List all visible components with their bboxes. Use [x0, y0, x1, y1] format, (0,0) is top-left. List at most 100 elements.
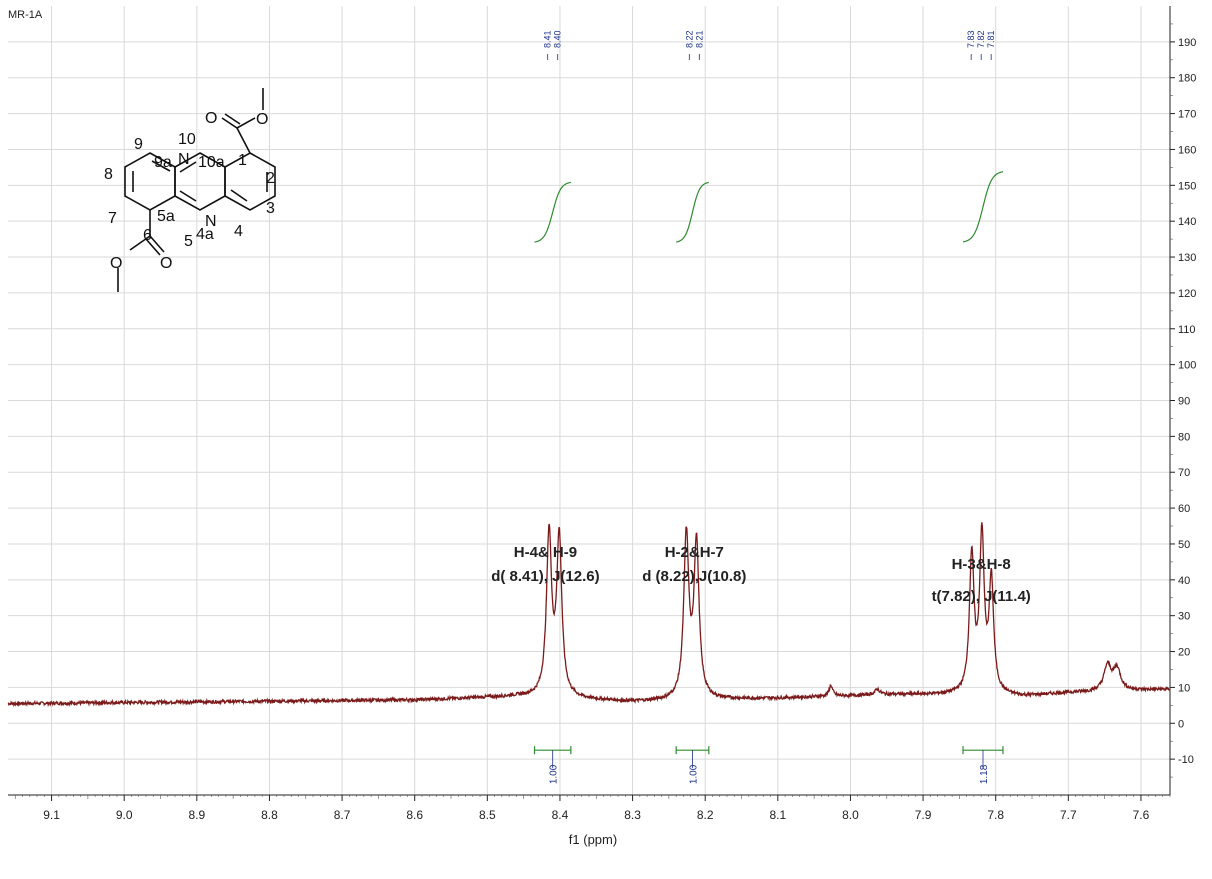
peak-label: 8.21: [694, 30, 704, 48]
integral-value: 1.00: [549, 764, 560, 784]
chemical-structure: [117, 88, 276, 292]
peak-label: 7.83: [966, 30, 976, 48]
x-tick-label: 7.6: [1133, 808, 1150, 822]
y-tick-label: 90: [1178, 396, 1190, 408]
atom-number: 4a: [196, 226, 214, 243]
y-tick-label: 160: [1178, 144, 1196, 156]
bottom-ester-o-bond: [129, 235, 151, 251]
peak-label: 7.82: [976, 30, 986, 48]
y-tick-label: 50: [1178, 539, 1190, 551]
top-ester-bond: [236, 127, 251, 154]
top-carbonyl-bond: [221, 117, 238, 129]
y-tick-label: 80: [1178, 431, 1190, 443]
x-tick-label: 7.8: [987, 808, 1004, 822]
x-tick-label: 9.0: [116, 808, 133, 822]
y-tick-label: 100: [1178, 360, 1196, 372]
x-tick-label: 8.3: [624, 808, 641, 822]
atom-o-ester-top: O: [256, 111, 268, 128]
atom-number: 3: [266, 200, 275, 217]
integral-curve: [676, 181, 709, 243]
y-tick-label: 120: [1178, 288, 1196, 300]
x-tick-label: 8.1: [769, 808, 786, 822]
y-tick-label: 190: [1178, 37, 1196, 49]
peak-annotation-line: t(7.82), J(11.4): [932, 588, 1031, 605]
y-tick-label: 20: [1178, 647, 1190, 659]
y-axis: -10 0 10 20 30 40 50 60 70 80 90 100 110 120 130 140 150…: [1170, 23, 1196, 778]
y-tick-label: 150: [1178, 180, 1196, 192]
structure-labels: O O O O N N 9 10 9a 10a 1 2 3 4 4a 5 5a …: [104, 110, 275, 272]
atom-number: 10a: [198, 154, 225, 171]
atom-o-ester-bottom: O: [110, 255, 122, 272]
peak-annotation-line: H-3&H-8: [952, 556, 1011, 573]
y-tick-label: 40: [1178, 575, 1190, 587]
y-tick-label: 130: [1178, 252, 1196, 264]
x-tick-label: 9.1: [43, 808, 60, 822]
y-tick-label: 110: [1178, 324, 1196, 336]
y-tick-label: 60: [1178, 503, 1190, 515]
integral-value: 1.18: [979, 764, 990, 784]
top-carbonyl-bond: [224, 113, 241, 125]
atom-number: 6: [143, 227, 152, 244]
x-tick-label: 8.2: [697, 808, 714, 822]
peak-annotation-line: H-2&H-7: [665, 544, 724, 561]
x-tick-label: 8.9: [188, 808, 205, 822]
x-axis-title: f1 (ppm): [569, 832, 617, 847]
left-ring-inner-bond: [151, 160, 171, 172]
atom-number: 9: [134, 136, 143, 153]
atom-number: 7: [108, 210, 117, 227]
atom-number: 8: [104, 166, 113, 183]
integral-value: 1.00: [688, 764, 699, 784]
x-tick-label: 8.8: [261, 808, 278, 822]
bottom-carbonyl-bond: [145, 238, 161, 256]
atom-number: 10: [178, 131, 196, 148]
y-tick-label: 0: [1178, 718, 1184, 730]
x-tick-label: 8.0: [842, 808, 859, 822]
x-tick-label: 8.7: [334, 808, 351, 822]
grid-lines: [8, 6, 1170, 795]
peak-annotations: H-4& H-9 d( 8.41), J(12.6) H-2&H-7 d (8.22)…: [491, 544, 1031, 605]
peak-annotation-line: d (8.22),J(10.8): [642, 568, 746, 585]
x-tick-label: 8.4: [552, 808, 569, 822]
peak-annotation-line: H-4& H-9: [514, 544, 577, 561]
integral-curve: [534, 181, 571, 243]
y-tick-label: 180: [1178, 73, 1196, 85]
atom-number: 1: [238, 152, 247, 169]
atom-number: 2: [266, 170, 275, 187]
atom-number: 9a: [154, 154, 172, 171]
peak-annotation-line: d( 8.41), J(12.6): [491, 568, 599, 585]
atom-number: 4: [234, 223, 243, 240]
middle-ring-inner-bond: [179, 161, 197, 173]
peak-labels: 8.41 8.40 8.22 8.21 7.83 7.82 7.81: [543, 30, 996, 60]
bottom-carbonyl-bond: [149, 235, 165, 253]
y-tick-label: 10: [1178, 682, 1190, 694]
atom-n5: N: [205, 213, 217, 230]
y-tick-label: 30: [1178, 611, 1190, 623]
right-ring-inner-bond: [230, 189, 248, 202]
atom-number: 5a: [157, 208, 175, 225]
peak-label: 8.40: [553, 30, 563, 48]
spectrum-series: [7, 522, 1171, 708]
integral-curve: [962, 171, 1004, 243]
y-tick-label: -10: [1178, 754, 1194, 766]
middle-ring-inner-bond: [179, 190, 197, 202]
y-tick-label: 170: [1178, 109, 1196, 121]
y-tick-label: 140: [1178, 216, 1196, 228]
integral-curves: 1.00 1.00 1.18: [533, 171, 1004, 784]
peak-label: 8.41: [543, 30, 553, 48]
atom-o-carbonyl-bottom: O: [160, 255, 172, 272]
atom-number: 5: [184, 233, 193, 250]
spectrum-line: [7, 522, 1171, 708]
y-tick-label: 70: [1178, 467, 1190, 479]
atom-o-carbonyl-top: O: [205, 110, 217, 127]
x-tick-label: 8.5: [479, 808, 496, 822]
peak-label: 7.81: [986, 30, 996, 48]
x-tick-label: 8.6: [406, 808, 423, 822]
atom-n10: N: [178, 151, 190, 168]
top-ester-o-bond: [236, 117, 256, 129]
x-tick-label: 7.7: [1060, 808, 1077, 822]
x-tick-label: 7.9: [915, 808, 932, 822]
x-axis: 9.1 9.0 8.9 8.8 8.7 8.6 8.5 8.4 8.3 8.2 8.1 8.0 7.9 7…: [14, 795, 1171, 822]
sample-label: MR-1A: [8, 9, 43, 21]
peak-label: 8.22: [684, 30, 694, 48]
